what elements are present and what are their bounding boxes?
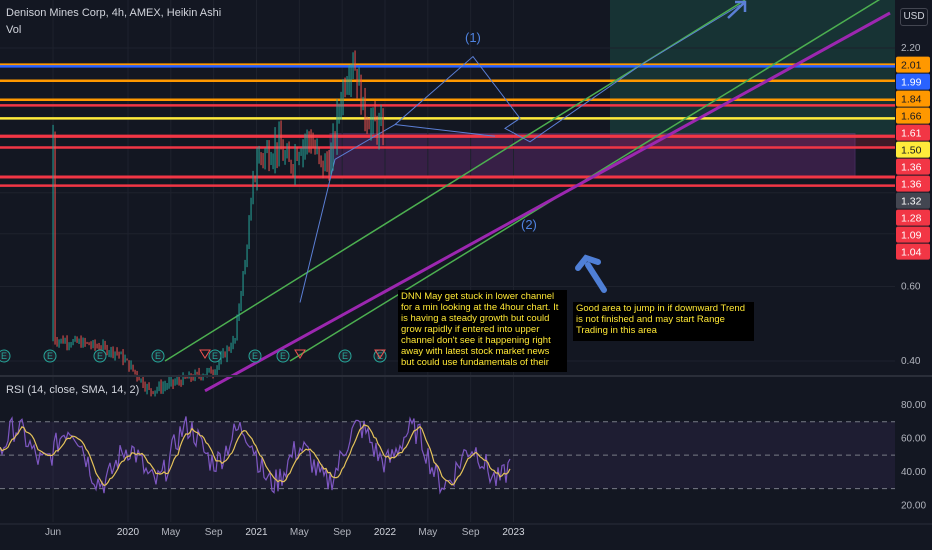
price-level-badge xyxy=(896,124,930,141)
rsi-axis-tick: 40.00 xyxy=(901,467,926,478)
time-axis-tick: 2020 xyxy=(117,527,140,538)
earnings-marker-label: E xyxy=(280,351,286,361)
price-level-badge xyxy=(896,107,930,124)
time-axis-tick: Sep xyxy=(205,527,223,538)
currency-button[interactable]: USD xyxy=(900,8,928,26)
earnings-marker-label: E xyxy=(155,351,161,361)
rsi-title[interactable]: RSI (14, close, SMA, 14, 2) xyxy=(6,384,140,396)
price-level-badge-label: 1.61 xyxy=(901,128,922,140)
earnings-marker-label: E xyxy=(212,351,218,361)
pointer-arrow xyxy=(575,254,607,293)
price-level-badge-label: 1.66 xyxy=(901,111,922,123)
price-axis-tick: 2.20 xyxy=(901,43,921,54)
earnings-marker-label: E xyxy=(377,351,383,361)
target-arrow xyxy=(727,0,747,19)
rsi-axis-tick: 20.00 xyxy=(901,500,926,511)
note-left[interactable]: DNN May get stuck in lower channel for a… xyxy=(398,290,567,372)
time-axis-tick: Sep xyxy=(333,527,351,538)
earnings-marker xyxy=(208,349,222,363)
price-level-badge xyxy=(896,209,930,226)
rsi-axis-tick: 60.00 xyxy=(901,433,926,444)
price-level-badge-label: 2.01 xyxy=(901,60,922,72)
rsi-band-fill xyxy=(0,421,895,489)
price-axis-tick: 0.40 xyxy=(901,356,921,367)
split-marker xyxy=(374,349,386,359)
time-axis-tick: May xyxy=(290,527,309,538)
earnings-marker xyxy=(43,349,57,363)
earnings-marker xyxy=(151,349,165,363)
earnings-marker-label: E xyxy=(252,351,258,361)
wave-1-label: (1) xyxy=(465,30,481,45)
earnings-marker xyxy=(93,349,107,363)
earnings-marker-label: E xyxy=(97,351,103,361)
price-level-badge-label: 1.84 xyxy=(901,94,922,106)
price-level-badge xyxy=(896,175,930,192)
earnings-marker xyxy=(276,349,290,363)
price-level-badge xyxy=(896,158,930,175)
earnings-marker xyxy=(338,349,352,363)
price-level-badge-label: 1.36 xyxy=(901,179,922,191)
earnings-marker xyxy=(0,349,11,363)
rsi-ma-line xyxy=(0,424,511,487)
price-level-badge xyxy=(896,90,930,107)
price-level-badge xyxy=(896,243,930,260)
price-level-badge-label: 1.50 xyxy=(901,145,922,157)
wave-path-lower xyxy=(394,124,496,137)
price-level-badge-label: 1.28 xyxy=(901,213,922,225)
time-axis-tick: 2022 xyxy=(374,527,397,538)
price-level-badge xyxy=(896,56,930,73)
rsi-line xyxy=(0,416,511,495)
price-level-badge-label: 1.99 xyxy=(901,77,922,89)
split-marker xyxy=(199,349,211,359)
wave-path xyxy=(299,4,741,303)
price-level-badge-label: 1.36 xyxy=(901,162,922,174)
earnings-marker-label: E xyxy=(47,351,53,361)
price-level-badge-label: 1.09 xyxy=(901,230,922,242)
price-axis-tick: 0.60 xyxy=(901,282,921,293)
time-axis-tick: May xyxy=(161,527,180,538)
time-axis-tick: 2021 xyxy=(245,527,268,538)
volume-label[interactable]: Vol xyxy=(6,24,22,36)
time-axis-tick: 2023 xyxy=(502,527,525,538)
earnings-marker xyxy=(248,349,262,363)
wave-2-label: (2) xyxy=(521,217,537,232)
time-axis-tick: Sep xyxy=(462,527,480,538)
note-right[interactable]: Good area to jump in if downward Trend i… xyxy=(573,302,754,341)
range-box xyxy=(329,133,856,178)
price-level-badge xyxy=(896,192,930,209)
price-level-badge-label: 1.04 xyxy=(901,247,922,259)
price-level-badge-label: 1.32 xyxy=(901,196,922,208)
split-marker xyxy=(294,349,306,359)
rsi-axis-tick: 80.00 xyxy=(901,400,926,411)
price-level-badge xyxy=(896,226,930,243)
purple-trendline xyxy=(204,11,891,393)
price-level-badge xyxy=(896,73,930,90)
target-zone xyxy=(610,0,895,137)
time-axis-tick: Jun xyxy=(45,527,61,538)
price-level-badge xyxy=(896,141,930,158)
stop-zone xyxy=(610,136,895,148)
time-axis-tick: May xyxy=(418,527,437,538)
earnings-marker-label: E xyxy=(342,351,348,361)
earnings-marker-label: E xyxy=(1,351,7,361)
symbol-title[interactable]: Denison Mines Corp, 4h, AMEX, Heikin Ash… xyxy=(6,7,222,19)
